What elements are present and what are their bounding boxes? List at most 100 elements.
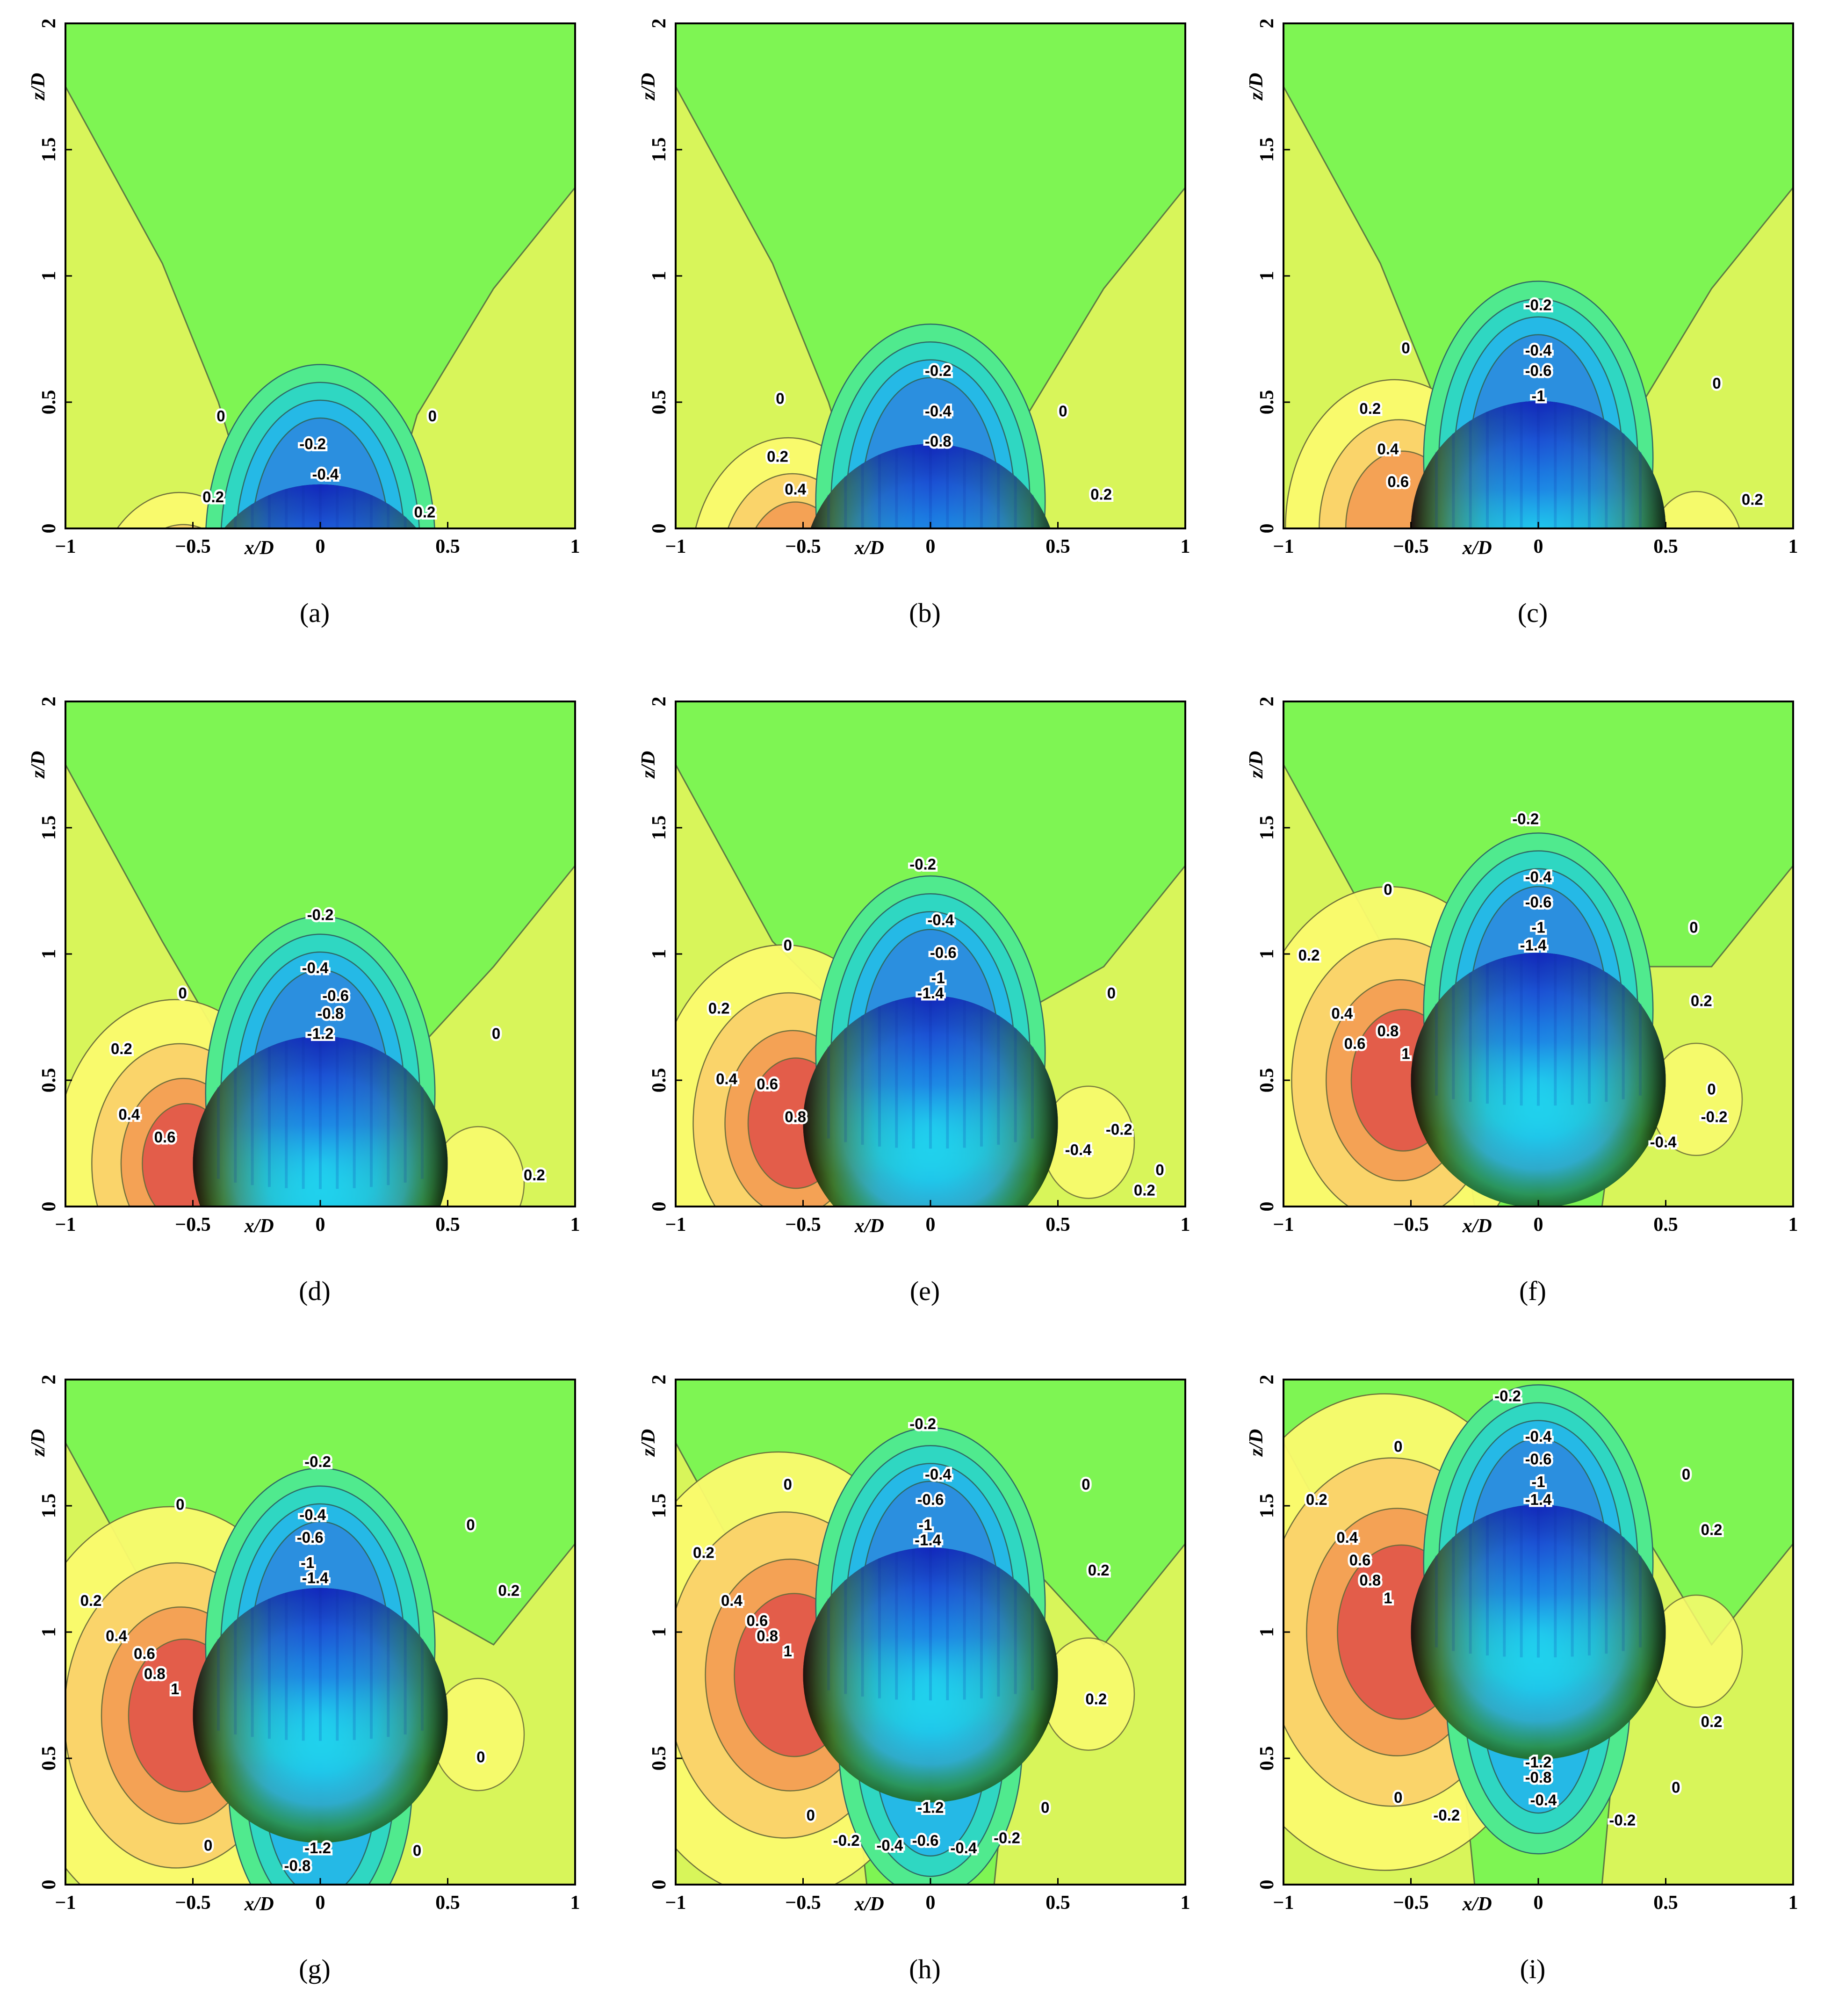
x-tick-label: −0.5 bbox=[175, 536, 210, 557]
y-axis-label: z/D bbox=[28, 751, 49, 779]
contour-label: -0.2 bbox=[1106, 1121, 1132, 1138]
sphere bbox=[193, 1588, 448, 1843]
contour-label: 0.2 bbox=[111, 1040, 132, 1057]
contour-label: 0.6 bbox=[154, 1128, 176, 1146]
panel-6: -0.2 -0.4 -0.6 -1-1.4 0 0 0.2 0.2 0.4 0.6 0.8 1 0 0 0 -… bbox=[28, 1375, 580, 1985]
sphere-shade-horizontal bbox=[1411, 401, 1666, 528]
contour-label: 0 bbox=[1672, 1779, 1680, 1796]
y-axis-label: z/D bbox=[638, 73, 659, 101]
contour-label: 1 bbox=[1401, 1045, 1410, 1062]
sphere-shade-horizontal bbox=[193, 1588, 448, 1843]
contour-label: -1.4 bbox=[1525, 1491, 1552, 1508]
x-tick-label: 0.5 bbox=[435, 1214, 460, 1236]
contour-label: -1.4 bbox=[915, 1531, 942, 1548]
contour-label: 0 bbox=[1155, 1161, 1164, 1178]
contour-label: 0.4 bbox=[785, 481, 807, 498]
y-tick-label: 0.5 bbox=[1256, 390, 1278, 415]
y-tick-label: 1 bbox=[649, 1627, 670, 1637]
y-tick-label: 1 bbox=[38, 271, 60, 281]
contour-label: 0.2 bbox=[1742, 491, 1763, 508]
sphere bbox=[1411, 1504, 1666, 1760]
contour-label: 0.2 bbox=[1134, 1181, 1155, 1199]
contour-label: 0.2 bbox=[80, 1592, 102, 1609]
x-tick-label: −1 bbox=[55, 1214, 76, 1236]
zero-contour-right bbox=[383, 186, 575, 528]
contour-label: 0 bbox=[1394, 1438, 1402, 1455]
sphere bbox=[803, 996, 1058, 1207]
y-tick-label: 0 bbox=[1256, 1202, 1278, 1212]
contour-label: 0.2 bbox=[1298, 947, 1320, 964]
contour-label: 0 bbox=[476, 1749, 485, 1766]
contour-label: 0.6 bbox=[134, 1645, 155, 1662]
x-tick-label: −0.5 bbox=[1393, 1214, 1428, 1236]
contour-label: -1.4 bbox=[302, 1569, 329, 1586]
contour-label: 0 bbox=[784, 937, 792, 954]
y-axis-label: z/D bbox=[1246, 73, 1267, 101]
x-tick-label: 0 bbox=[1534, 1892, 1543, 1914]
contour-label: -0.2 bbox=[833, 1832, 860, 1849]
contour-label: -0.2 bbox=[925, 362, 952, 379]
contour-label: 0.2 bbox=[1090, 486, 1112, 503]
contour-label: 0 bbox=[784, 1476, 792, 1493]
sphere bbox=[223, 484, 417, 528]
contour-label: -0.2 bbox=[1494, 1387, 1521, 1405]
contour-label: -0.6 bbox=[297, 1529, 324, 1546]
contour-label: 0 bbox=[176, 1496, 184, 1513]
contour-label: -0.4 bbox=[925, 402, 952, 419]
y-tick-label: 0.5 bbox=[38, 390, 60, 415]
contour-label: -0.8 bbox=[317, 1004, 344, 1022]
y-tick-label: 2 bbox=[38, 697, 60, 707]
x-axis-label: x/D bbox=[244, 1893, 274, 1915]
sphere-shade-horizontal bbox=[1411, 1504, 1666, 1760]
contour-label: -1 bbox=[1531, 387, 1545, 405]
contour-label: -0.4 bbox=[302, 959, 329, 976]
y-tick-label: 0 bbox=[1256, 1880, 1278, 1890]
y-tick-label: 0.5 bbox=[1256, 1746, 1278, 1771]
panel-7: -0.2 -0.4 -0.6 -1-1.4 0 0 0.2 0.2 0.40.60.8 1 0.2 -… bbox=[638, 1375, 1190, 1985]
x-axis-label: x/D bbox=[854, 537, 884, 559]
contour-label: -1.2 bbox=[917, 1799, 944, 1816]
panel-8: -0.2-0.4-0.6-1-1.4000.20.20.40.60.810.2-… bbox=[1246, 1375, 1798, 1985]
x-tick-label: 0 bbox=[926, 1214, 936, 1236]
contour-label: -0.2 bbox=[994, 1829, 1020, 1847]
x-tick-label: −1 bbox=[665, 1892, 686, 1914]
contour-label: 0 bbox=[1707, 1080, 1716, 1098]
y-tick-label: 1.5 bbox=[38, 816, 60, 840]
x-tick-label: 0 bbox=[926, 1892, 936, 1914]
x-tick-label: 0.5 bbox=[1045, 536, 1070, 557]
sphere bbox=[1411, 953, 1666, 1207]
y-tick-label: 0 bbox=[38, 1202, 60, 1212]
contour-label: -1.4 bbox=[1520, 937, 1547, 954]
contour-label: -0.4 bbox=[1650, 1134, 1677, 1151]
contour-label: -0.2 bbox=[1609, 1812, 1636, 1829]
y-tick-label: 0.5 bbox=[649, 1068, 670, 1093]
contour-label: -1.4 bbox=[917, 984, 944, 1002]
contour-label: -0.2 bbox=[1512, 810, 1539, 828]
x-tick-label: 1 bbox=[1788, 1892, 1798, 1914]
x-tick-label: −0.5 bbox=[175, 1892, 210, 1914]
x-tick-label: −1 bbox=[1273, 1892, 1294, 1914]
y-tick-label: 1.5 bbox=[1256, 137, 1278, 162]
contour-label: 0 bbox=[204, 1837, 212, 1854]
contour-label: -0.8 bbox=[925, 433, 952, 450]
contour-label: 0.2 bbox=[1691, 992, 1712, 1009]
contour-label: -0.2 bbox=[1525, 296, 1552, 314]
contour-label: 0 bbox=[216, 407, 225, 425]
panel-5: -0.2-0.4-0.6-1-1.4000.20.20.40.60.810-0.… bbox=[1246, 697, 1798, 1307]
panel-2: -0.2 -0.4 -0.6 -1 0 0 0.2 0.4 0.6 0.2 −1 −0.5 0 0.5 1 x… bbox=[1246, 19, 1798, 629]
panel-label: (a) bbox=[300, 598, 330, 628]
y-axis-label: z/D bbox=[28, 1429, 49, 1457]
x-tick-label: 0.5 bbox=[1045, 1892, 1070, 1914]
contour-label: -0.4 bbox=[1530, 1792, 1557, 1809]
contour-label: -0.4 bbox=[299, 1506, 326, 1523]
contour-label: 0 bbox=[413, 1842, 421, 1859]
sphere-shade-horizontal bbox=[803, 1547, 1058, 1803]
contour-label: -1 bbox=[1531, 919, 1545, 936]
contour-label: 0.2 bbox=[498, 1582, 519, 1599]
contour-label: 0.2 bbox=[414, 503, 436, 520]
contour-label: -0.2 bbox=[307, 906, 334, 924]
y-tick-label: 1 bbox=[1256, 1627, 1278, 1637]
x-axis-label: x/D bbox=[1462, 1893, 1492, 1915]
contour-label: -0.6 bbox=[912, 1832, 939, 1849]
